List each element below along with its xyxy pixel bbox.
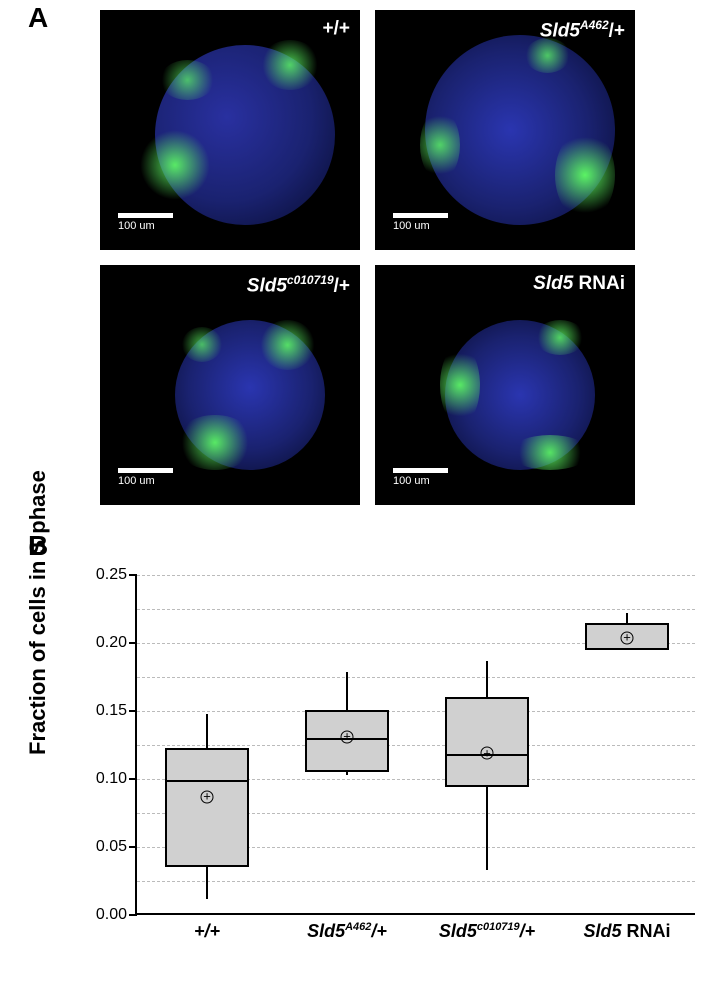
whisker-lower (206, 867, 208, 898)
scale-bar-text: 100 um (393, 475, 448, 487)
y-tick (129, 642, 137, 644)
edu-signal (440, 345, 480, 425)
y-tick-label: 0.25 (96, 566, 127, 584)
gridline (137, 881, 695, 882)
gridline (137, 575, 695, 576)
gridline (137, 609, 695, 610)
edu-signal (160, 60, 215, 100)
genotype-label: Sld5c010719/+ (247, 273, 350, 297)
edu-signal (260, 40, 320, 90)
edu-signal (420, 110, 460, 180)
y-tick-label: 0.10 (96, 770, 127, 788)
x-tick-label: Sld5c010719/+ (439, 921, 535, 942)
x-tick-label: Sld5 RNAi (583, 921, 670, 942)
whisker-upper (486, 661, 488, 698)
scale-bar-line (118, 213, 173, 218)
plot-area: 0.000.050.100.150.200.25+/+Sld5A462/+Sld… (135, 575, 695, 915)
x-tick-label: +/+ (194, 921, 220, 942)
box (445, 697, 529, 787)
edu-signal (555, 130, 615, 220)
gridline (137, 745, 695, 746)
genotype-label: +/+ (323, 18, 350, 40)
y-tick-label: 0.00 (96, 906, 127, 924)
scale-bar-text: 100 um (118, 220, 173, 232)
y-tick (129, 778, 137, 780)
whisker-lower (486, 787, 488, 870)
gridline (137, 677, 695, 678)
scale-bar-line (118, 468, 173, 473)
scale-bar: 100 um (393, 468, 448, 487)
edu-signal (175, 415, 255, 470)
median-line (587, 648, 667, 650)
edu-signal (182, 327, 222, 362)
whisker-upper (206, 714, 208, 748)
micrograph-c010719: Sld5c010719/+ 100 um (100, 265, 360, 505)
mean-marker (201, 790, 214, 803)
micrograph-a462: Sld5A462/+ 100 um (375, 10, 635, 250)
y-tick (129, 846, 137, 848)
y-tick-label: 0.05 (96, 838, 127, 856)
scale-bar: 100 um (118, 213, 173, 232)
mean-marker (481, 747, 494, 760)
scale-bar: 100 um (393, 213, 448, 232)
panel-label-a: A (28, 2, 48, 34)
x-tick-label: Sld5A462/+ (307, 921, 387, 942)
y-tick (129, 574, 137, 576)
scale-bar-text: 100 um (118, 475, 173, 487)
whisker-upper (626, 613, 628, 623)
edu-signal (535, 320, 585, 355)
median-line (167, 780, 247, 782)
micrograph-wildtype: +/+ 100 um (100, 10, 360, 250)
scale-bar-text: 100 um (393, 220, 448, 232)
edu-signal (525, 38, 570, 73)
micrograph-rnai: Sld5 RNAi 100 um (375, 265, 635, 505)
micrograph-grid: +/+ 100 um Sld5A462/+ 100 um Sld5c010719… (100, 10, 635, 505)
gridline (137, 711, 695, 712)
y-tick-label: 0.15 (96, 702, 127, 720)
mean-marker (341, 730, 354, 743)
y-axis-label: Fraction of cells in S phase (25, 470, 51, 755)
scale-bar-line (393, 468, 448, 473)
mean-marker (621, 631, 634, 644)
genotype-label: Sld5 RNAi (533, 273, 625, 295)
box (165, 748, 249, 868)
scale-bar-line (393, 213, 448, 218)
y-tick (129, 710, 137, 712)
edu-signal (260, 320, 315, 370)
genotype-label: Sld5A462/+ (540, 18, 625, 42)
scale-bar: 100 um (118, 468, 173, 487)
y-tick-label: 0.20 (96, 634, 127, 652)
whisker-upper (346, 672, 348, 710)
edu-signal (140, 130, 210, 200)
whisker-lower (346, 772, 348, 775)
y-tick (129, 914, 137, 916)
edu-signal (510, 435, 590, 470)
